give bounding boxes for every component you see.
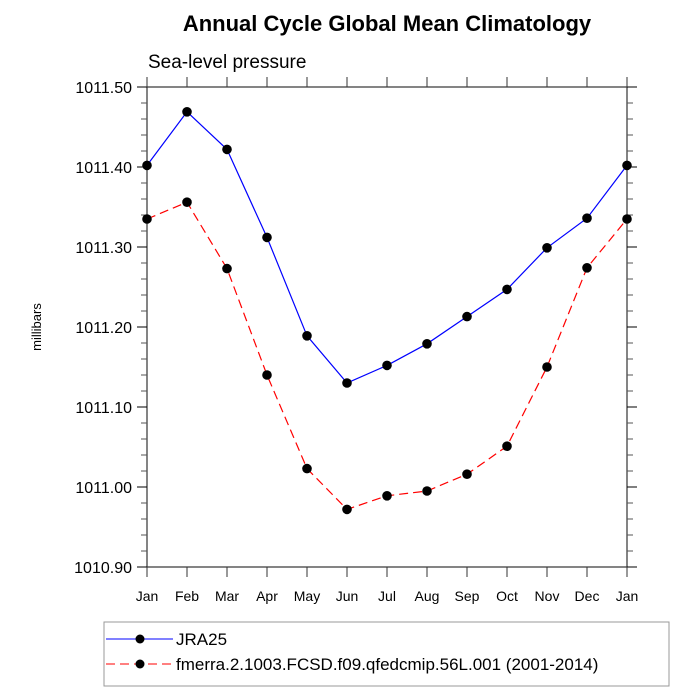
x-tick-label: May bbox=[294, 588, 320, 604]
y-tick-label: 1011.10 bbox=[75, 400, 132, 417]
x-tick-label: Sep bbox=[455, 588, 480, 604]
y-tick-label: 1011.50 bbox=[75, 80, 132, 97]
x-tick-label: Feb bbox=[175, 588, 199, 604]
data-point bbox=[622, 214, 632, 224]
y-tick-label: 1011.30 bbox=[75, 240, 132, 257]
data-point bbox=[542, 362, 552, 372]
data-point bbox=[462, 311, 472, 322]
chart-title: Annual Cycle Global Mean Climatology bbox=[183, 11, 592, 36]
series-fmerra bbox=[142, 197, 632, 515]
data-point bbox=[622, 160, 632, 171]
y-tick-label: 1011.40 bbox=[75, 160, 132, 177]
legend: JRA25 fmerra.2.1003.FCSD.f09.qfedcmip.56… bbox=[103, 621, 670, 687]
y-tick-label: 1011.00 bbox=[75, 480, 132, 497]
data-point bbox=[342, 504, 352, 515]
x-tick-label: Jan bbox=[616, 588, 639, 604]
series-group bbox=[142, 107, 632, 515]
series-line bbox=[146, 201, 628, 511]
data-point bbox=[382, 491, 392, 501]
y-tick-label: 1010.90 bbox=[74, 560, 132, 577]
data-point bbox=[262, 232, 272, 243]
data-point bbox=[502, 284, 512, 295]
legend-label-fmerra: fmerra.2.1003.FCSD.f09.qfedcmip.56L.001 … bbox=[176, 655, 598, 674]
legend-label-jra25: JRA25 bbox=[176, 630, 227, 649]
data-point bbox=[302, 331, 312, 341]
data-point bbox=[382, 360, 392, 371]
y-axis: 1011.50 1011.40 1011.30 1011.20 1011.10 1011.… bbox=[74, 80, 637, 577]
y-tick-label: 1011.20 bbox=[75, 320, 132, 337]
legend-marker-fmerra bbox=[135, 659, 145, 669]
data-point bbox=[582, 263, 592, 273]
series-jra25 bbox=[142, 107, 632, 388]
x-tick-label: Jun bbox=[336, 588, 359, 604]
x-tick-label: Apr bbox=[256, 588, 278, 604]
data-point bbox=[262, 370, 272, 380]
x-tick-label: Oct bbox=[496, 588, 518, 604]
data-point bbox=[462, 469, 472, 480]
data-point bbox=[182, 107, 192, 117]
x-tick-label: Aug bbox=[415, 588, 440, 604]
data-point bbox=[142, 214, 152, 224]
series-line bbox=[146, 110, 628, 384]
chart-subtitle: Sea-level pressure bbox=[148, 52, 306, 73]
data-point bbox=[422, 486, 432, 496]
x-tick-label: Jul bbox=[378, 588, 396, 604]
legend-box bbox=[103, 621, 670, 687]
data-point bbox=[302, 463, 312, 474]
x-tick-label: Mar bbox=[215, 588, 239, 604]
data-point bbox=[342, 378, 352, 388]
data-point bbox=[222, 144, 232, 155]
data-point bbox=[502, 441, 512, 452]
y-axis-label: millibars bbox=[29, 303, 44, 351]
x-tick-label: Jan bbox=[136, 588, 159, 604]
x-tick-label: Nov bbox=[535, 588, 560, 604]
data-point bbox=[542, 243, 552, 253]
data-point bbox=[222, 263, 232, 274]
data-point bbox=[182, 197, 192, 207]
data-point bbox=[582, 213, 592, 223]
x-axis: Jan Feb Mar Apr May Jun Jul Aug Sep Oct Nov Dec Jan bbox=[136, 77, 639, 604]
legend-marker-jra25 bbox=[135, 634, 145, 644]
data-point bbox=[422, 339, 432, 349]
x-tick-label: Dec bbox=[575, 588, 600, 604]
data-point bbox=[142, 160, 152, 171]
